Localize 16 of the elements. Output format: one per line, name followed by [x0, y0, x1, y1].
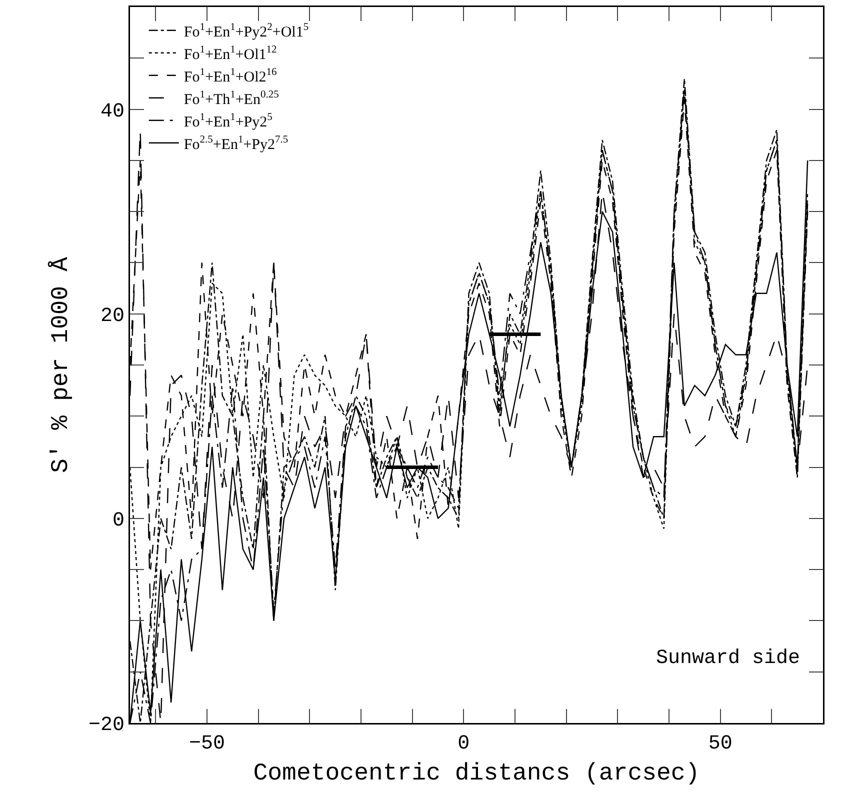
- y-axis-title: S' % per 1000 Å: [46, 256, 75, 474]
- y-tick-label: 20: [100, 304, 124, 328]
- legend-label: Fo$^{1}$+Th$^{1}$+En$^{0.25}$: [184, 89, 279, 108]
- y-tick-label: 0: [112, 509, 124, 532]
- y-tick-label: −20: [88, 714, 124, 737]
- legend-label: Fo$^{2.5}$+En$^{1}$+Py2$^{7.5}$: [184, 134, 288, 153]
- legend-label: Fo$^{1}$+En$^{1}$+Ol2$^{16}$: [184, 66, 277, 86]
- x-axis-title: Cometocentric distancs (arcsec): [253, 760, 700, 788]
- annotation: Sunward side: [656, 647, 800, 670]
- legend-label: Fo$^{1}$+En$^{1}$+Py2$^{5}$: [184, 112, 272, 130]
- y-tick-label: 40: [100, 100, 124, 124]
- x-tick-label: 0: [458, 732, 470, 756]
- x-tick-label: −50: [188, 732, 226, 756]
- legend-label: Fo$^{1}$+En$^{1}$+Ol1$^{12}$: [184, 44, 277, 63]
- legend-label: Fo$^{1}$+En$^{1}$+Py2$^{2}$+Ol1$^{5}$: [184, 22, 309, 40]
- x-tick-label: 50: [708, 732, 732, 756]
